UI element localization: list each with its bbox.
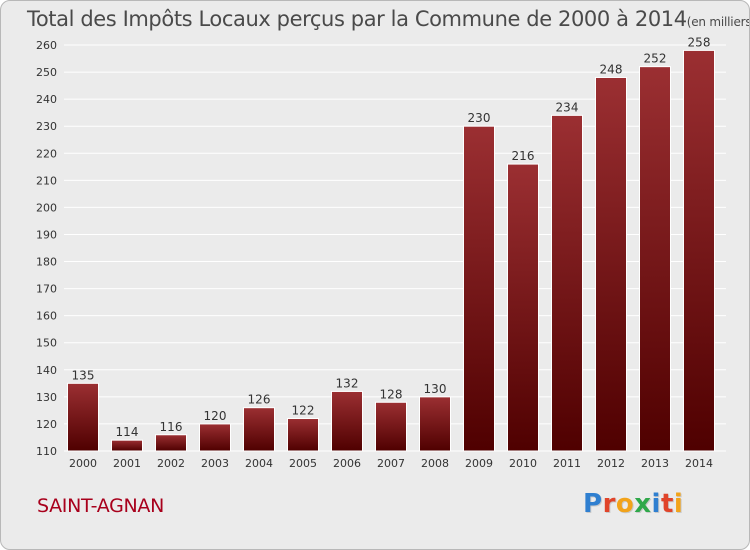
logo-letter: i [673, 489, 684, 519]
x-tick-label: 2006 [333, 457, 361, 470]
bars [67, 49, 715, 452]
x-tick-label: 2003 [201, 457, 229, 470]
bar [419, 396, 451, 452]
data-label: 114 [116, 425, 139, 439]
title-unit-note: (en milliers d'€) [686, 15, 750, 29]
bar [155, 434, 187, 452]
y-tick-label: 120 [36, 418, 57, 431]
y-tick-label: 240 [36, 93, 57, 106]
bar [287, 418, 319, 452]
data-label: 230 [468, 111, 491, 125]
bar [199, 423, 231, 452]
y-tick-label: 150 [36, 337, 57, 350]
x-tick-label: 2012 [597, 457, 625, 470]
x-tick-label: 2014 [685, 457, 713, 470]
x-tick-label: 2004 [245, 457, 273, 470]
logo-letter: t [660, 489, 674, 519]
title-main: Total des Impôts Locaux perçus par la Co… [27, 7, 687, 31]
bar [463, 125, 495, 452]
x-tick-label: 2013 [641, 457, 669, 470]
data-label: 116 [160, 420, 183, 434]
data-labels: 135 114 116 120 126 122 132 128 130 230 216 234 248 2… [72, 35, 711, 439]
data-label: 258 [688, 35, 711, 49]
bar [67, 382, 99, 452]
logo-letter: P [583, 489, 603, 519]
bar [595, 76, 627, 452]
bar [243, 407, 275, 452]
y-tick-label: 110 [36, 445, 57, 458]
y-tick-label: 260 [36, 39, 57, 52]
y-tick-label: 190 [36, 228, 57, 241]
data-label: 128 [380, 387, 403, 401]
y-tick-label: 200 [36, 201, 57, 214]
logo-letter: o [615, 489, 635, 519]
x-tick-label: 2010 [509, 457, 537, 470]
data-label: 130 [424, 382, 447, 396]
x-tick-label: 2000 [69, 457, 97, 470]
x-tick-label: 2008 [421, 457, 449, 470]
bar [551, 114, 583, 452]
x-tick-label: 2005 [289, 457, 317, 470]
y-tick-label: 170 [36, 283, 57, 296]
data-label: 234 [556, 100, 579, 114]
x-tick-label: 2007 [377, 457, 405, 470]
y-tick-labels: 110 120 130 140 150 160 170 180 190 200 210 220 230 2… [36, 39, 57, 458]
x-tick-label: 2001 [113, 457, 141, 470]
data-label: 126 [248, 393, 271, 407]
y-tick-label: 130 [36, 391, 57, 404]
data-label: 122 [292, 404, 315, 418]
y-tick-label: 180 [36, 256, 57, 269]
data-label: 135 [72, 368, 95, 382]
y-tick-label: 250 [36, 66, 57, 79]
logo-letter: r [602, 489, 616, 519]
y-tick-label: 230 [36, 120, 57, 133]
y-tick-label: 160 [36, 310, 57, 323]
data-label: 120 [204, 409, 227, 423]
y-tick-label: 140 [36, 364, 57, 377]
logo-letter: x [634, 489, 652, 519]
logo-letter: i [651, 489, 661, 519]
data-label: 132 [336, 376, 359, 390]
chart-title: Total des Impôts Locaux perçus par la Co… [27, 7, 750, 31]
y-tick-label: 210 [36, 174, 57, 187]
bar [507, 163, 539, 452]
y-tick-label: 220 [36, 147, 57, 160]
proxiti-logo[interactable]: Proxiti [583, 489, 683, 519]
data-label: 248 [600, 62, 623, 76]
bar [331, 390, 363, 452]
bar [683, 49, 715, 452]
commune-name: SAINT-AGNAN [37, 495, 165, 517]
data-label: 252 [644, 52, 667, 66]
x-tick-labels: 2000 2001 2002 2003 2004 2005 2006 2007 2008 2009… [69, 457, 713, 470]
bar [111, 439, 143, 452]
data-label: 216 [512, 149, 535, 163]
x-tick-label: 2011 [553, 457, 581, 470]
bar [375, 401, 407, 452]
x-tick-label: 2009 [465, 457, 493, 470]
x-tick-label: 2002 [157, 457, 185, 470]
bar [639, 66, 671, 452]
